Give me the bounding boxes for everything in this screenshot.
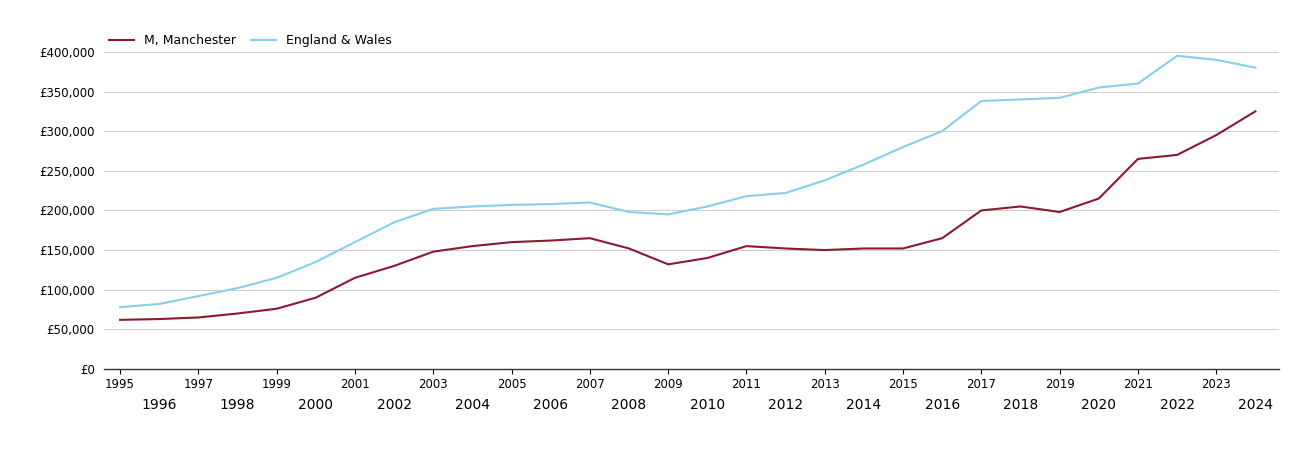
England & Wales <box>308 259 324 265</box>
M, Manchester <box>1248 108 1263 114</box>
England & Wales <box>347 239 363 245</box>
M, Manchester <box>739 243 754 249</box>
England & Wales <box>660 212 676 217</box>
England & Wales <box>386 220 402 225</box>
England & Wales <box>269 275 284 280</box>
England & Wales <box>504 202 519 207</box>
M, Manchester <box>582 235 598 241</box>
England & Wales <box>739 194 754 199</box>
M, Manchester <box>230 311 245 316</box>
M, Manchester <box>191 315 206 320</box>
England & Wales <box>1248 65 1263 70</box>
M, Manchester <box>465 243 480 249</box>
England & Wales <box>1169 53 1185 58</box>
England & Wales <box>191 293 206 299</box>
England & Wales <box>856 162 872 167</box>
Line: M, Manchester: M, Manchester <box>120 111 1255 320</box>
M, Manchester <box>699 255 715 261</box>
M, Manchester <box>1013 204 1028 209</box>
England & Wales <box>895 144 911 150</box>
England & Wales <box>465 204 480 209</box>
Legend: M, Manchester, England & Wales: M, Manchester, England & Wales <box>104 29 397 52</box>
M, Manchester <box>1208 132 1224 138</box>
England & Wales <box>151 302 167 307</box>
M, Manchester <box>660 261 676 267</box>
England & Wales <box>543 202 559 207</box>
M, Manchester <box>974 208 989 213</box>
M, Manchester <box>1130 156 1146 162</box>
M, Manchester <box>151 316 167 322</box>
M, Manchester <box>778 246 793 251</box>
M, Manchester <box>1169 152 1185 158</box>
M, Manchester <box>543 238 559 243</box>
England & Wales <box>1130 81 1146 86</box>
England & Wales <box>112 305 128 310</box>
M, Manchester <box>895 246 911 251</box>
England & Wales <box>1091 85 1107 90</box>
England & Wales <box>778 190 793 196</box>
England & Wales <box>230 285 245 291</box>
M, Manchester <box>504 239 519 245</box>
England & Wales <box>621 209 637 215</box>
M, Manchester <box>386 263 402 269</box>
England & Wales <box>817 178 833 183</box>
M, Manchester <box>934 235 950 241</box>
M, Manchester <box>425 249 441 254</box>
M, Manchester <box>112 317 128 323</box>
M, Manchester <box>1091 196 1107 201</box>
England & Wales <box>699 204 715 209</box>
England & Wales <box>1208 57 1224 63</box>
Line: England & Wales: England & Wales <box>120 56 1255 307</box>
M, Manchester <box>856 246 872 251</box>
M, Manchester <box>621 246 637 251</box>
England & Wales <box>582 200 598 205</box>
M, Manchester <box>347 275 363 280</box>
England & Wales <box>934 128 950 134</box>
England & Wales <box>1013 97 1028 102</box>
England & Wales <box>425 206 441 211</box>
M, Manchester <box>308 295 324 300</box>
England & Wales <box>974 98 989 104</box>
M, Manchester <box>817 248 833 253</box>
M, Manchester <box>1052 209 1067 215</box>
England & Wales <box>1052 95 1067 100</box>
M, Manchester <box>269 306 284 311</box>
